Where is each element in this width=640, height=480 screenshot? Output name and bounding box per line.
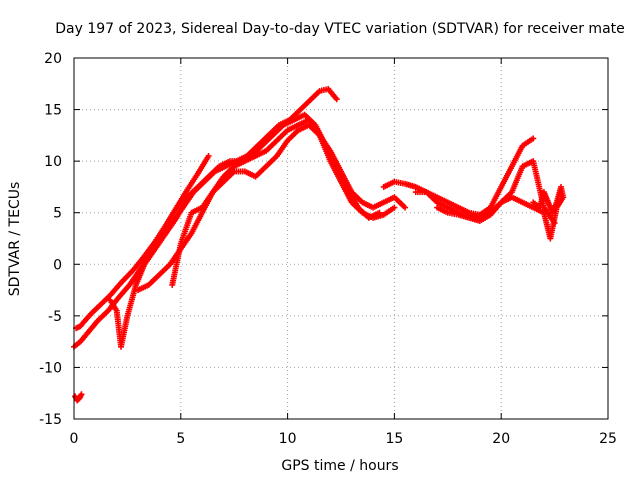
y-tick-label: -15: [39, 412, 62, 428]
y-tick-label: 15: [44, 103, 62, 119]
x-tick-label: 25: [599, 431, 617, 447]
x-axis-label: GPS time / hours: [281, 458, 398, 474]
series-track-e: [169, 122, 409, 288]
y-axis-label: SDTVAR / TECUs: [7, 182, 23, 297]
chart-title: Day 197 of 2023, Sidereal Day-to-day VTE…: [55, 21, 625, 37]
x-tick-label: 5: [176, 431, 185, 447]
data-points: [71, 85, 567, 404]
y-tick-label: 5: [53, 206, 62, 222]
y-tick-label: 20: [44, 51, 62, 67]
y-tick-label: -10: [39, 360, 62, 376]
x-tick-label: 15: [385, 431, 403, 447]
series-track-c: [107, 111, 383, 350]
axis-ticks: 0 5 10 15 20 25 -15 -10 -5 0 5 10 15 20: [39, 51, 617, 447]
series-track-h: [434, 194, 567, 242]
x-tick-label: 10: [279, 431, 297, 447]
plot-frame: [73, 57, 609, 420]
x-tick-label: 0: [70, 431, 79, 447]
y-tick-label: 10: [44, 154, 62, 170]
y-tick-label: -5: [48, 309, 62, 325]
grid: [74, 58, 608, 419]
x-tick-label: 20: [492, 431, 510, 447]
series-track-a: [73, 152, 212, 332]
series-track-i: [530, 183, 567, 216]
y-tick-label: 0: [53, 257, 62, 273]
